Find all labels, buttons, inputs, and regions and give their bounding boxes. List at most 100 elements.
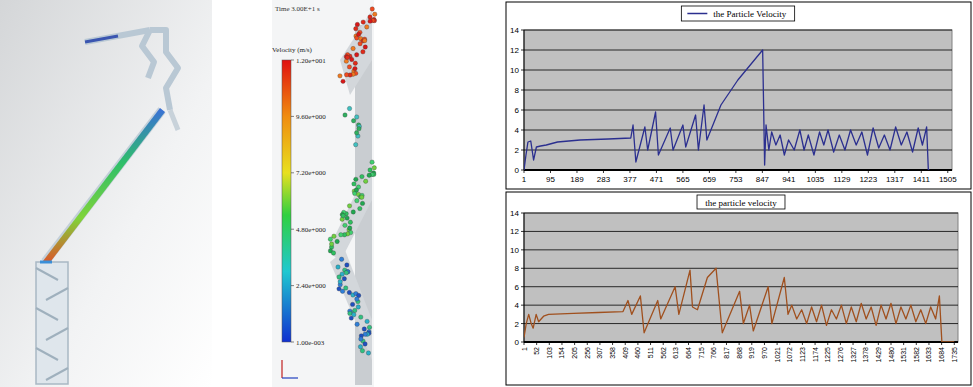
x-tick-label: 471	[650, 175, 664, 184]
x-tick-label: 256	[584, 347, 591, 359]
title-group: the particle velocity	[697, 195, 785, 209]
x-tick-label: 189	[570, 175, 584, 184]
particle	[370, 7, 374, 11]
x-tick-label: 377	[623, 175, 637, 184]
particle	[338, 74, 342, 78]
particle	[332, 234, 336, 238]
x-tick-label: 919	[748, 347, 755, 359]
model-render	[0, 0, 212, 387]
x-tick-label: 1378	[862, 347, 869, 363]
particle	[356, 32, 360, 36]
x-tick-label: 1225	[824, 347, 831, 363]
particle	[341, 214, 345, 218]
particle	[354, 188, 358, 192]
chart: 0246810121419518928337747156565975384794…	[506, 2, 971, 189]
particle	[361, 50, 365, 54]
particle	[355, 297, 359, 301]
colorbar-tick-label: 9.60e+000	[296, 113, 326, 121]
x-tick-label: 817	[723, 347, 730, 359]
baffle	[46, 368, 68, 380]
particle	[363, 342, 367, 346]
chart: 0246810121415210315420525630735840946051…	[506, 192, 971, 385]
y-tick-label: 8	[515, 264, 520, 273]
pipe	[142, 30, 154, 78]
x-tick-label: 358	[609, 347, 616, 359]
particle	[354, 131, 358, 135]
particle	[348, 311, 352, 315]
plot-area	[524, 213, 958, 342]
x-tick-label: 1	[521, 347, 528, 351]
x-tick-label: 1072	[786, 347, 793, 363]
particle	[336, 265, 340, 269]
particle	[351, 46, 355, 50]
particle	[347, 106, 351, 110]
particle	[337, 275, 341, 279]
colorbar-tick	[291, 342, 294, 343]
colorbar-tick-label: 1.00e-003	[296, 339, 325, 347]
x-tick-label: 1480	[888, 347, 895, 363]
column	[36, 262, 68, 384]
x-tick-label: 95	[546, 175, 555, 184]
duct	[330, 250, 372, 360]
x-tick-label: 1129	[833, 175, 851, 184]
particle	[340, 289, 344, 293]
grid-line	[524, 286, 958, 287]
figure: Time 3.00E+1 sVelocity (m/s)1.20e+0019.6…	[0, 0, 973, 387]
particle	[361, 20, 365, 24]
grid-line	[524, 249, 958, 250]
x-tick-label: 1123	[799, 347, 806, 362]
x-tick-label: 511	[647, 347, 654, 358]
colorbar-tick	[291, 229, 294, 230]
pipe	[85, 30, 150, 42]
x-tick-label: 715	[698, 347, 705, 359]
x-tick-label: 1317	[886, 175, 904, 184]
baffle	[36, 308, 58, 320]
x-tick-label: 409	[622, 347, 629, 359]
particle	[347, 65, 351, 69]
particle	[354, 115, 358, 119]
x-tick-label: 1276	[837, 347, 844, 363]
grid-line	[524, 30, 952, 31]
x-tick-label: 613	[672, 347, 679, 359]
particle	[339, 257, 343, 261]
y-tick-label: 12	[510, 46, 519, 55]
colorbar-tick	[291, 172, 294, 173]
y-tick-label: 4	[515, 301, 520, 310]
x-tick-label: 1633	[925, 347, 932, 363]
particle	[354, 26, 358, 30]
colorbar-tick	[291, 116, 294, 117]
x-tick-label: 1327	[850, 347, 857, 363]
particle	[351, 119, 355, 123]
particle	[373, 12, 377, 16]
particle	[368, 19, 372, 23]
particle-stream	[43, 108, 165, 265]
particle	[362, 327, 366, 331]
particle	[353, 61, 357, 65]
particle	[350, 302, 354, 306]
particle	[366, 351, 370, 355]
particle	[345, 216, 349, 220]
particle	[339, 233, 343, 237]
legend-label: the Particle Velocity	[713, 9, 786, 19]
particle	[343, 113, 347, 117]
chart-title: the particle velocity	[705, 198, 777, 208]
colorbar-tick-label: 1.20e+001	[296, 57, 326, 65]
title-box	[697, 195, 785, 209]
x-tick-label: 970	[761, 347, 768, 359]
x-tick-label: 565	[676, 175, 690, 184]
particle	[360, 201, 364, 205]
baffle	[46, 328, 68, 340]
y-tick-label: 0	[515, 338, 520, 347]
x-tick-label: 664	[685, 347, 692, 359]
particle	[328, 237, 332, 241]
particle	[354, 177, 358, 181]
colorbar-tick-label: 7.20e+000	[296, 169, 326, 177]
baffle	[46, 288, 68, 300]
particle	[345, 263, 349, 267]
y-tick-label: 6	[515, 283, 520, 292]
particle	[345, 55, 349, 59]
particle	[348, 220, 352, 224]
colorbar	[282, 60, 291, 342]
legend-swatch	[687, 13, 707, 15]
y-tick-label: 4	[515, 126, 520, 135]
